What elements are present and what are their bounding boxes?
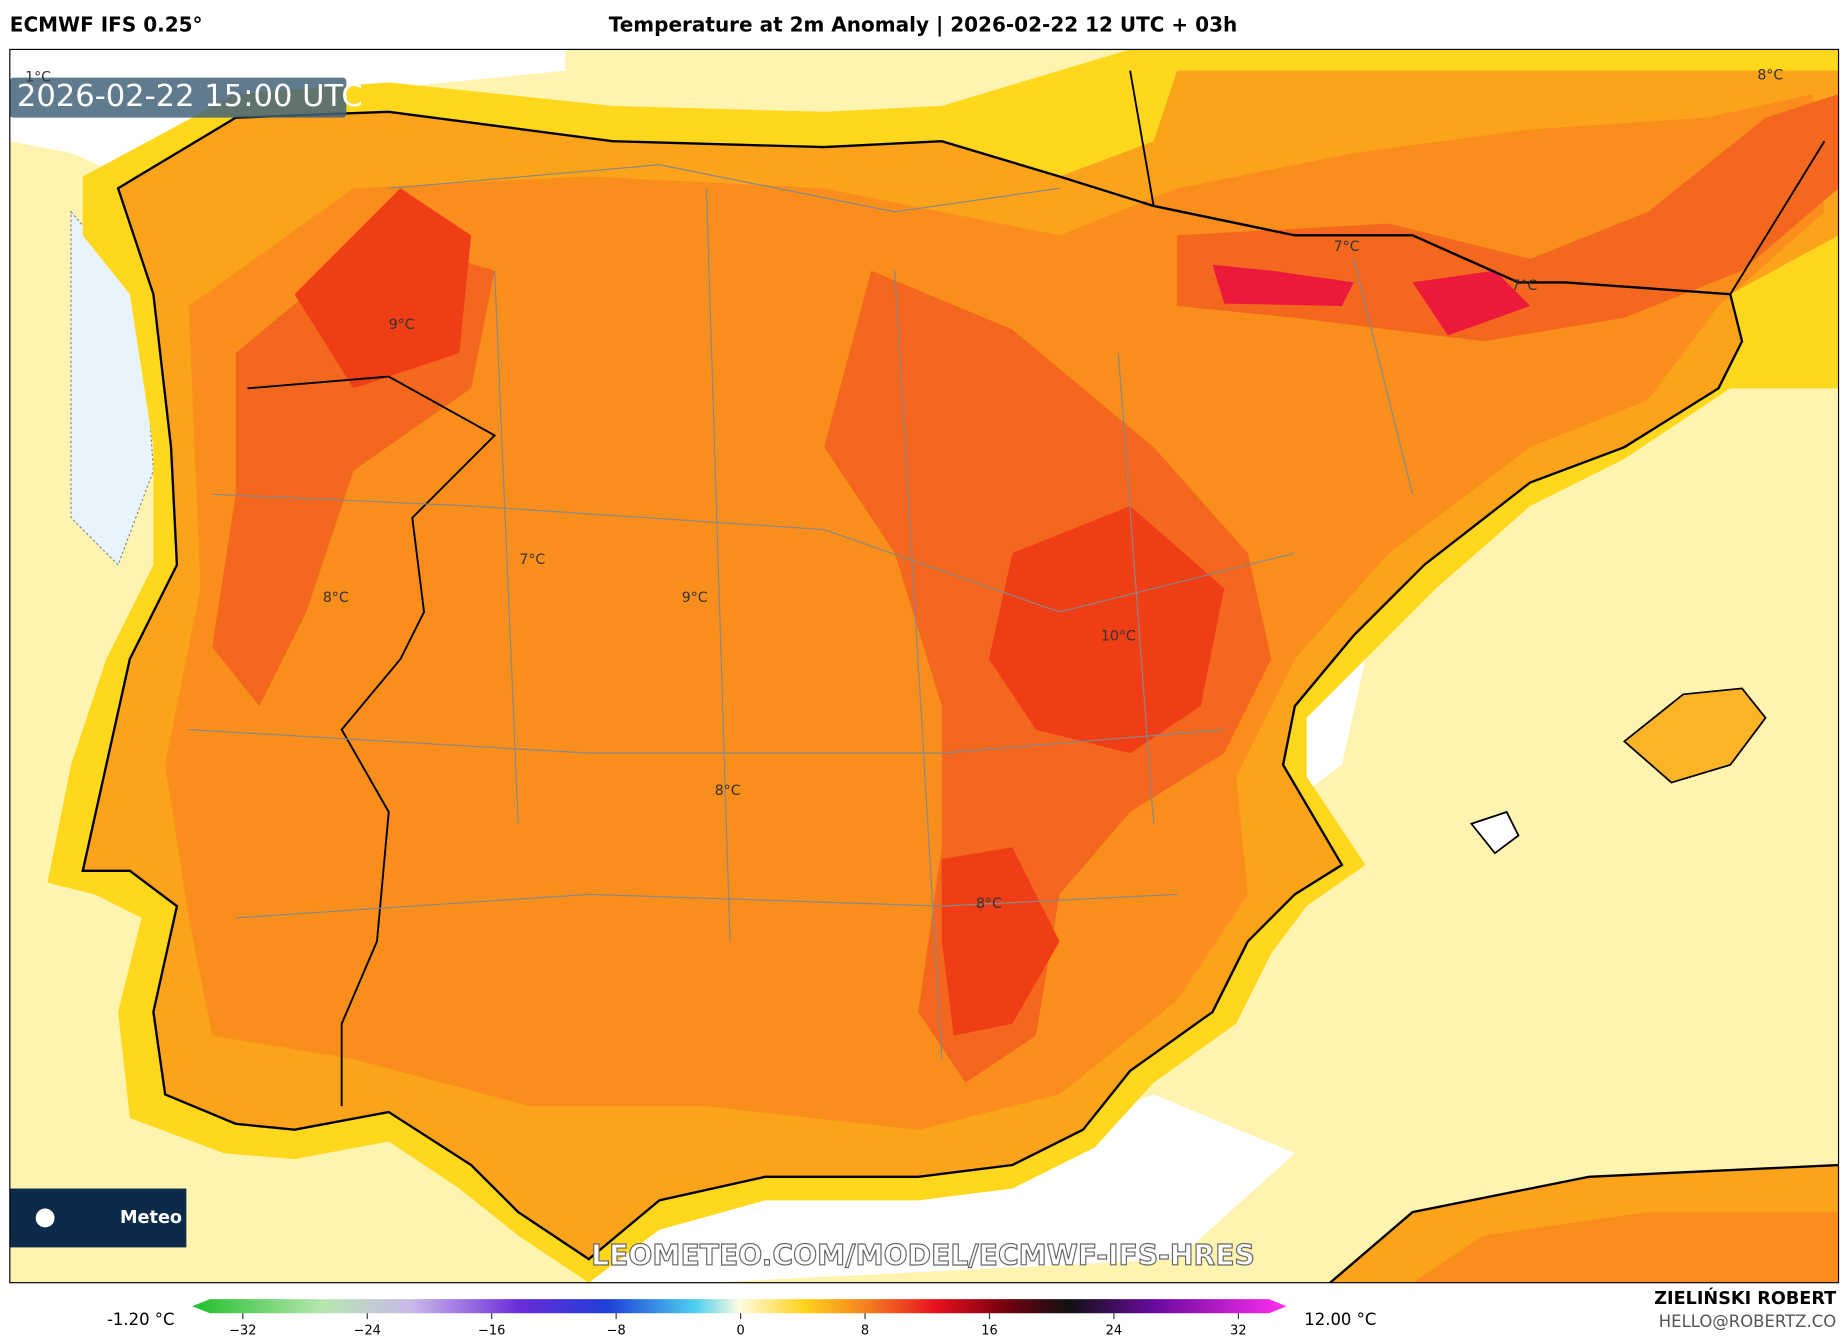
colorbar-tick-label: −8 — [607, 1323, 626, 1338]
credit-name: ZIELIŃSKI ROBERT — [1654, 1287, 1836, 1309]
temperature-label: 8°C — [976, 896, 1002, 912]
anomaly-band — [1412, 1212, 1839, 1283]
colorbar — [192, 1299, 1287, 1314]
anomaly-band — [1177, 94, 1839, 342]
timestamp: 2026-02-22 15:00 UTC — [17, 79, 363, 114]
colorbar-ticks: −32 −24 −16 −8 0 8 16 24 32 — [229, 1313, 1247, 1338]
anomaly-band — [294, 188, 472, 389]
coastline — [81, 110, 1744, 1261]
colorbar-tick-label: −16 — [478, 1323, 505, 1338]
timestamp-box — [9, 77, 347, 118]
anomaly-band — [941, 847, 1060, 1036]
credit-email: HELLO@ROBERTZ.CO — [1659, 1312, 1836, 1331]
temperature-label: 7°C — [1334, 239, 1360, 255]
logo-text: Meteo — [120, 1208, 182, 1228]
colorbar-tick-label: 24 — [1106, 1323, 1122, 1338]
colorbar-tick-label: 0 — [736, 1323, 744, 1338]
temperature-label: 7°C — [519, 552, 545, 568]
watermark: LEOMETEO.COM/MODEL/ECMWF-IFS-HRES — [591, 1239, 1255, 1272]
colorbar-tick-label: 16 — [981, 1323, 997, 1338]
region-border — [188, 164, 1414, 1060]
coastline — [1329, 1163, 1839, 1283]
temperature-label: 8°C — [1757, 67, 1783, 83]
island — [1469, 810, 1520, 855]
temperature-label: 8°C — [323, 590, 349, 606]
border — [247, 70, 1826, 1107]
map: 2026-02-22 15:00 UTC Meteo LEOMETEO.COM/… — [9, 49, 1839, 1283]
colorbar-tick-label: 32 — [1230, 1323, 1246, 1338]
island — [1622, 687, 1767, 784]
colorbar-tick-label: −24 — [354, 1323, 381, 1338]
anomaly-band — [1212, 264, 1531, 336]
colorbar-max: 12.00 °C — [1304, 1310, 1376, 1329]
temperature-label: 8°C — [715, 783, 741, 799]
anomaly-band — [988, 506, 1225, 754]
colorbar-min: -1.20 °C — [107, 1310, 175, 1329]
map-title: Temperature at 2m Anomaly | 2026-02-22 1… — [609, 12, 1237, 36]
colorbar-tick-label: −32 — [229, 1323, 256, 1338]
temperature-label: 10°C — [1101, 629, 1136, 645]
model-name: ECMWF IFS 0.25° — [10, 12, 203, 36]
temperature-label: 9°C — [682, 590, 708, 606]
temperature-label: 9°C — [389, 317, 415, 333]
map-labels: 1°C 8°C 9°C 7°C 7°C 7°C 8°C 9°C 10°C 8°C 8°C — [25, 67, 1783, 911]
logo-icon — [35, 1208, 55, 1228]
temperature-label: 7°C — [1511, 278, 1537, 294]
colorbar-tick-label: 8 — [861, 1323, 869, 1338]
temperature-label: 1°C — [25, 70, 51, 86]
map-frame — [9, 48, 1840, 1284]
